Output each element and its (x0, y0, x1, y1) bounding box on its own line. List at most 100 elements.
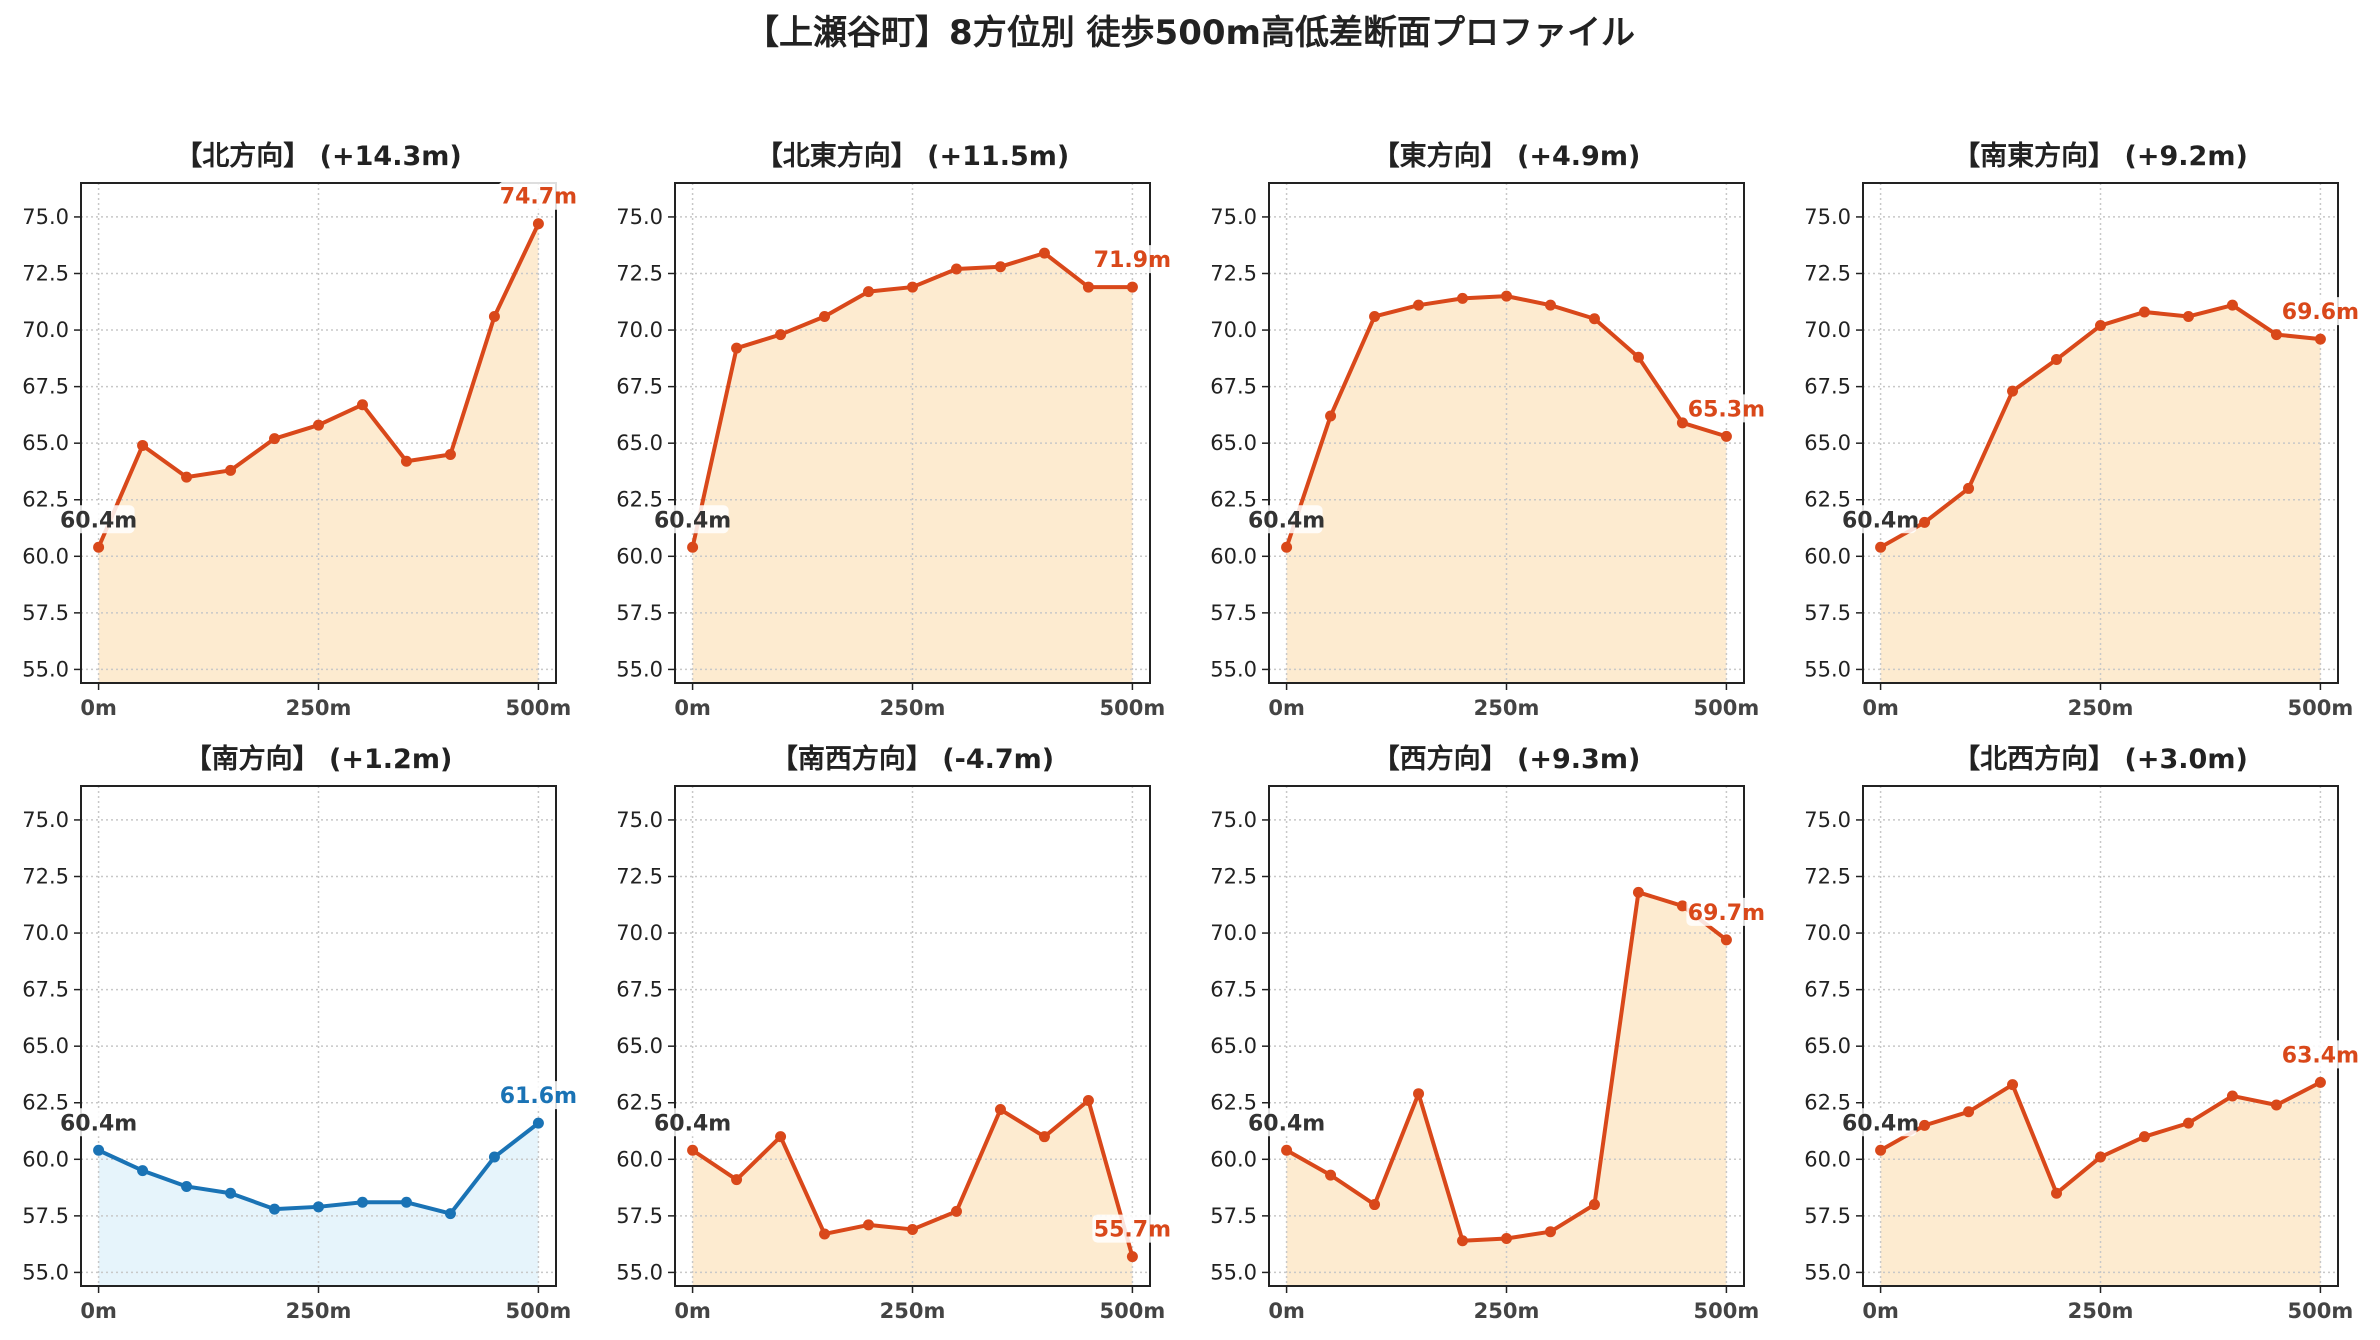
x-tick-label: 500m (1100, 1299, 1166, 1323)
y-tick-label: 72.5 (1804, 864, 1851, 888)
data-point (225, 1187, 237, 1199)
data-point (1963, 482, 1975, 494)
y-tick-label: 75.0 (1804, 205, 1851, 229)
area-fill (98, 1123, 539, 1286)
x-tick-label: 0m (1862, 696, 1899, 720)
y-tick-label: 60.0 (616, 1147, 663, 1171)
data-point (2314, 1076, 2326, 1088)
y-tick-label: 67.5 (1210, 978, 1257, 1002)
data-point (532, 1117, 544, 1129)
panel-title: 【北東方向】 (+11.5m) (756, 140, 1069, 172)
y-tick-label: 67.5 (616, 375, 663, 399)
data-point (2007, 1079, 2019, 1091)
y-tick-label: 75.0 (616, 205, 663, 229)
end-label-bg (498, 1081, 579, 1110)
y-tick-label: 60.0 (1210, 1147, 1257, 1171)
data-point (2182, 310, 2194, 322)
y-tick-label: 55.0 (616, 657, 663, 681)
y-tick-label: 72.5 (22, 864, 69, 888)
y-tick-label: 75.0 (1210, 808, 1257, 832)
data-point (1632, 351, 1644, 363)
y-tick-label: 57.5 (1210, 1204, 1257, 1228)
end-value-label: 65.3m (1688, 397, 1765, 422)
end-label-bg (1092, 1214, 1173, 1243)
y-tick-label: 62.5 (1210, 488, 1257, 512)
y-tick-label: 55.0 (1804, 657, 1851, 681)
x-tick-label: 250m (1474, 696, 1540, 720)
chart-panel: 55.0 57.5 60.0 62.5 65.0 67.5 70.0 72.5 75.0 0m 25… (616, 140, 1173, 720)
y-tick-label: 60.0 (22, 544, 69, 568)
start-value-label: 60.4m (1248, 1111, 1325, 1136)
data-point (1501, 1232, 1512, 1244)
end-label-bg (1092, 245, 1173, 274)
y-tick-label: 62.5 (22, 488, 69, 512)
y-tick-label: 57.5 (1804, 1204, 1851, 1228)
end-label-bg (2280, 1040, 2361, 1069)
y-tick-label: 55.0 (1804, 1260, 1851, 1284)
x-tick-label: 0m (1268, 696, 1305, 720)
end-label-bg (1686, 897, 1767, 926)
data-point (1325, 410, 1337, 422)
data-point (2138, 306, 2150, 318)
y-tick-label: 75.0 (616, 808, 663, 832)
data-point (1720, 430, 1732, 442)
data-point (1457, 1235, 1469, 1247)
data-point (1963, 1106, 1975, 1118)
data-point (1038, 247, 1050, 259)
data-point (994, 1104, 1006, 1116)
y-tick-label: 70.0 (1804, 921, 1851, 945)
y-tick-label: 60.0 (1804, 544, 1851, 568)
data-point (1676, 900, 1688, 912)
y-tick-label: 72.5 (616, 864, 663, 888)
y-tick-label: 55.0 (1210, 657, 1257, 681)
data-point (950, 1205, 962, 1217)
data-point (1720, 934, 1732, 946)
start-value-label: 60.4m (654, 508, 731, 533)
y-tick-label: 70.0 (1210, 921, 1257, 945)
data-point (532, 218, 544, 230)
data-point (2051, 353, 2063, 365)
y-tick-label: 70.0 (1210, 318, 1257, 342)
data-point (687, 1144, 699, 1156)
data-point (819, 310, 831, 322)
x-tick-label: 250m (880, 1299, 946, 1323)
y-tick-label: 60.0 (22, 1147, 69, 1171)
y-tick-label: 65.0 (616, 1034, 663, 1058)
y-tick-label: 72.5 (616, 261, 663, 285)
end-value-label: 69.7m (1688, 901, 1765, 926)
data-point (2138, 1131, 2150, 1143)
start-value-label: 60.4m (1842, 508, 1919, 533)
data-point (1369, 310, 1381, 322)
data-point (2226, 299, 2238, 311)
chart-panel: 55.0 57.5 60.0 62.5 65.0 67.5 70.0 72.5 75.0 0m 25… (1210, 743, 1767, 1323)
y-tick-label: 55.0 (22, 657, 69, 681)
data-point (1038, 1131, 1050, 1143)
data-point (907, 1223, 918, 1235)
x-tick-label: 0m (674, 1299, 711, 1323)
start-label-bg (1844, 1108, 1917, 1137)
data-point (2270, 1099, 2282, 1111)
start-value-label: 60.4m (60, 1111, 137, 1136)
data-point (313, 1201, 324, 1213)
chart-panel: 55.0 57.5 60.0 62.5 65.0 67.5 70.0 72.5 75.0 0m 25… (22, 140, 579, 720)
y-tick-label: 62.5 (1804, 1091, 1851, 1115)
y-tick-label: 60.0 (1210, 544, 1257, 568)
data-point (907, 281, 918, 293)
x-tick-label: 250m (1474, 1299, 1540, 1323)
y-tick-label: 75.0 (1804, 808, 1851, 832)
y-tick-label: 75.0 (22, 808, 69, 832)
data-point (1588, 1199, 1600, 1211)
data-point (2182, 1117, 2194, 1129)
y-tick-label: 72.5 (1210, 261, 1257, 285)
chart-panel: 55.0 57.5 60.0 62.5 65.0 67.5 70.0 72.5 75.0 0m 25… (1804, 140, 2361, 720)
data-point (1457, 292, 1469, 304)
x-tick-label: 250m (286, 696, 352, 720)
data-point (1369, 1199, 1381, 1211)
end-label-bg (1686, 394, 1767, 423)
x-tick-label: 250m (880, 696, 946, 720)
data-point (444, 1208, 456, 1220)
data-point (2270, 329, 2282, 341)
data-point (93, 1144, 105, 1156)
y-tick-label: 67.5 (22, 978, 69, 1002)
data-point (400, 455, 412, 467)
